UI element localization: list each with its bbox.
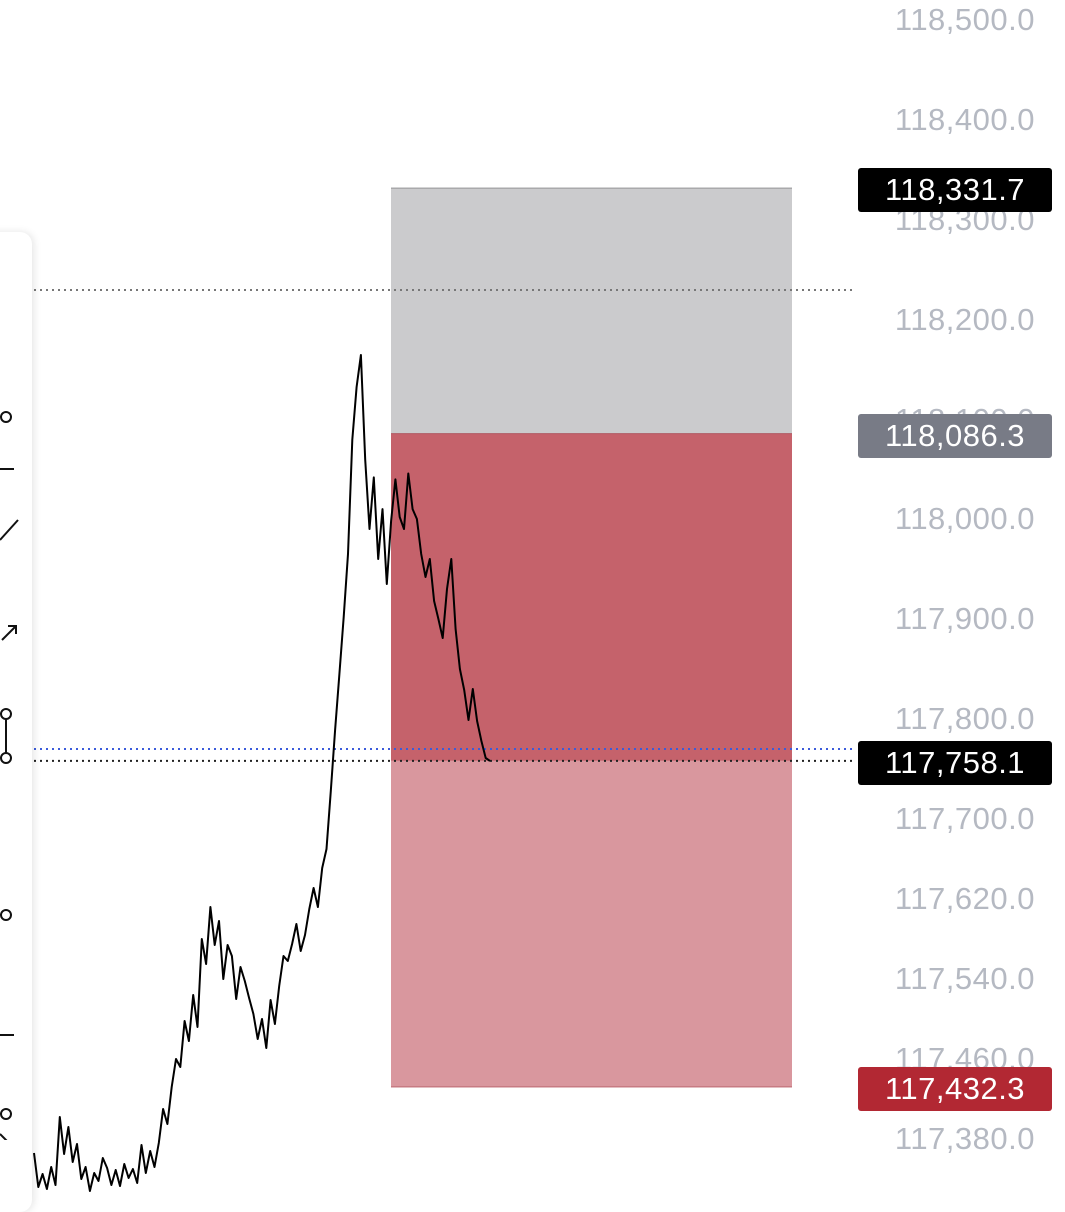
y-tick-label: 117,540.0	[894, 961, 1035, 996]
y-tick-label: 118,000.0	[894, 501, 1035, 536]
y-tick-label: 117,620.0	[894, 881, 1035, 916]
current-price-tag: 117,758.1	[858, 741, 1052, 785]
y-tick-label: 117,380.0	[894, 1121, 1035, 1156]
y-tick-label: 117,700.0	[894, 801, 1035, 836]
stop-price-tag: 118,331.7	[858, 168, 1052, 212]
loss-zone-dark	[391, 433, 792, 761]
y-tick-label: 117,900.0	[894, 601, 1035, 636]
ray-icon[interactable]	[0, 1100, 20, 1149]
drawing-toolbar	[0, 232, 32, 1212]
target-price-tag: 117,432.3	[858, 1067, 1052, 1111]
price-line	[33, 354, 491, 1192]
y-tick-label: 118,500.0	[894, 2, 1035, 37]
loss-zone-light	[391, 760, 792, 1087]
y-tick-label: 118,200.0	[894, 302, 1035, 337]
measure-icon[interactable]	[0, 704, 20, 768]
y-tick-label: 117,800.0	[894, 701, 1035, 736]
y-tick-label: 118,400.0	[894, 102, 1035, 137]
entry-price-tag: 118,086.3	[858, 414, 1052, 458]
stop-zone	[391, 188, 792, 434]
